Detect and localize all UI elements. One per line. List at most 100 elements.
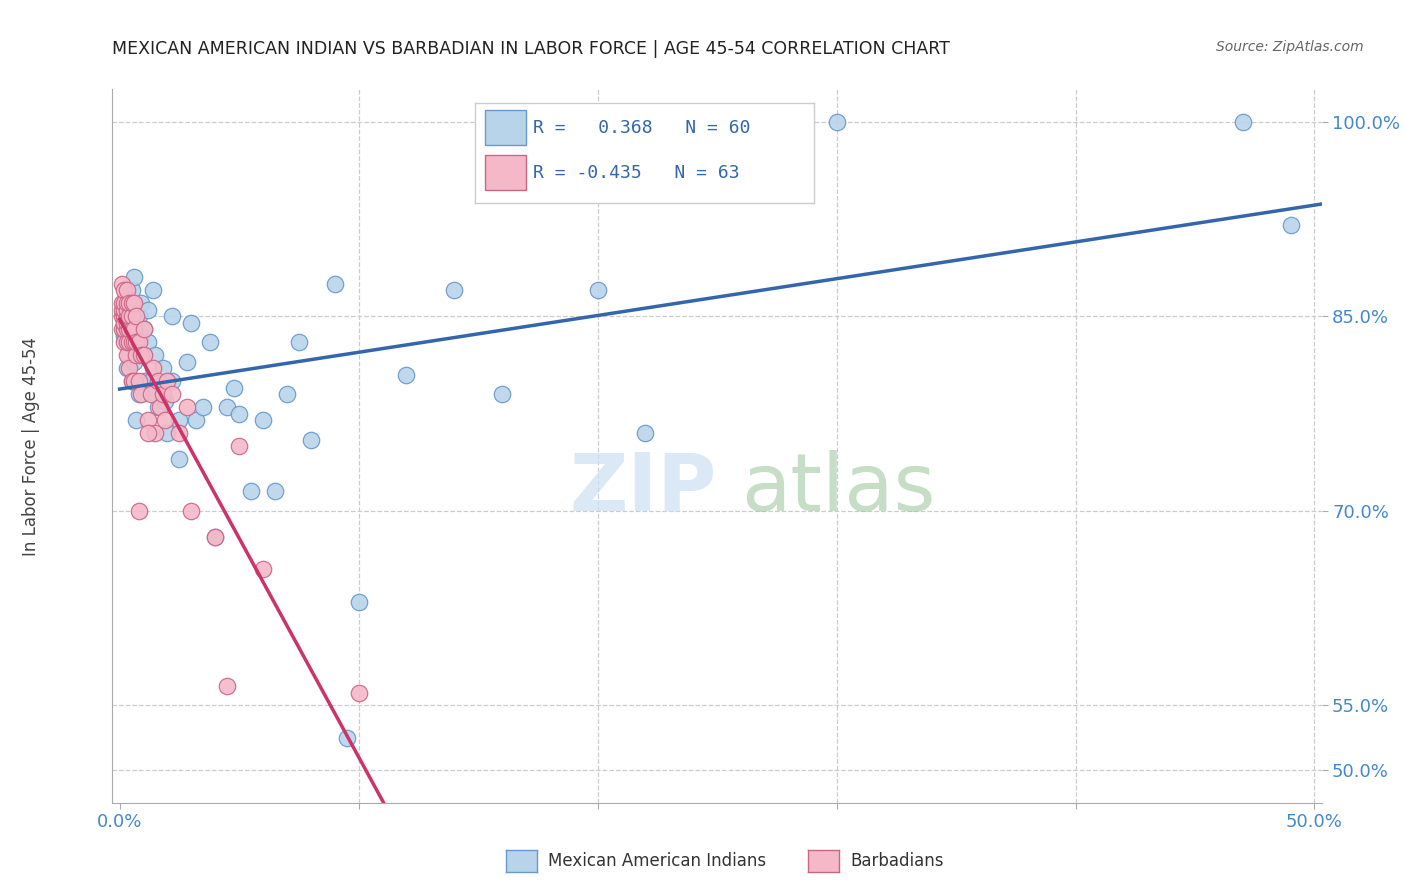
Point xyxy=(224,381,246,395)
Point xyxy=(112,322,135,336)
Point xyxy=(336,731,359,745)
Point xyxy=(125,348,148,362)
Point xyxy=(193,400,215,414)
Point xyxy=(112,310,135,324)
Point xyxy=(118,348,141,362)
Point xyxy=(115,322,138,336)
Text: MEXICAN AMERICAN INDIAN VS BARBADIAN IN LABOR FORCE | AGE 45-54 CORRELATION CHAR: MEXICAN AMERICAN INDIAN VS BARBADIAN IN … xyxy=(112,40,950,58)
Point xyxy=(299,433,322,447)
Point xyxy=(1232,114,1254,128)
Point xyxy=(156,374,179,388)
Point xyxy=(136,302,159,317)
Point xyxy=(121,322,143,336)
Point xyxy=(129,387,152,401)
Point xyxy=(139,374,162,388)
Point xyxy=(125,310,148,324)
Point xyxy=(1279,219,1302,233)
Point xyxy=(115,335,138,350)
Point xyxy=(146,374,169,388)
Point xyxy=(128,374,150,388)
Point xyxy=(122,354,145,368)
Point xyxy=(115,310,138,324)
Point xyxy=(145,348,167,362)
Point xyxy=(176,400,198,414)
Point xyxy=(115,302,138,317)
Point xyxy=(176,354,198,368)
Point xyxy=(146,400,169,414)
Point xyxy=(152,361,174,376)
Point xyxy=(121,322,143,336)
Point xyxy=(145,425,167,440)
Point xyxy=(125,335,148,350)
Point xyxy=(217,679,239,693)
Point xyxy=(153,413,176,427)
Point xyxy=(129,296,152,310)
Point xyxy=(264,484,287,499)
Point xyxy=(136,425,159,440)
Point xyxy=(634,425,657,440)
Point xyxy=(125,322,148,336)
Point xyxy=(184,413,207,427)
Point xyxy=(128,387,150,401)
Text: ZIP: ZIP xyxy=(569,450,717,528)
Point xyxy=(129,348,152,362)
Point xyxy=(139,387,162,401)
Point xyxy=(169,452,191,467)
Point xyxy=(111,296,134,310)
Point xyxy=(153,393,176,408)
Point xyxy=(115,283,138,297)
Point xyxy=(136,335,159,350)
Point xyxy=(276,387,298,401)
Point xyxy=(228,439,250,453)
Point xyxy=(118,335,141,350)
Point xyxy=(252,413,274,427)
Point xyxy=(118,322,141,336)
Point xyxy=(118,296,141,310)
Point xyxy=(112,296,135,310)
Point xyxy=(121,310,143,324)
Text: In Labor Force | Age 45-54: In Labor Force | Age 45-54 xyxy=(22,336,39,556)
Point xyxy=(169,413,191,427)
Text: Barbadians: Barbadians xyxy=(851,852,945,871)
Point xyxy=(122,270,145,285)
Point xyxy=(145,387,167,401)
Point xyxy=(730,167,752,181)
Point xyxy=(115,361,138,376)
Point xyxy=(121,374,143,388)
Point xyxy=(180,316,202,330)
Point xyxy=(825,114,848,128)
Point xyxy=(111,310,134,324)
Point xyxy=(132,374,155,388)
Point xyxy=(132,322,155,336)
Point xyxy=(112,335,135,350)
Point xyxy=(122,322,145,336)
Point xyxy=(217,400,239,414)
Text: Mexican American Indians: Mexican American Indians xyxy=(548,852,766,871)
Point xyxy=(142,361,165,376)
Point xyxy=(347,595,370,609)
Point xyxy=(115,296,138,310)
Point xyxy=(122,374,145,388)
Point xyxy=(122,296,145,310)
Point xyxy=(115,348,138,362)
Point xyxy=(125,413,148,427)
Point xyxy=(112,302,135,317)
Point xyxy=(443,283,465,297)
Point xyxy=(129,328,152,343)
Point xyxy=(118,361,141,376)
Point xyxy=(136,413,159,427)
Point xyxy=(128,504,150,518)
Point xyxy=(204,530,226,544)
Point xyxy=(491,387,513,401)
Point xyxy=(395,368,418,382)
Text: atlas: atlas xyxy=(741,450,935,528)
Point xyxy=(288,335,311,350)
Point xyxy=(115,316,138,330)
Point xyxy=(152,387,174,401)
Point xyxy=(118,296,141,310)
Point xyxy=(111,277,134,291)
Point xyxy=(115,302,138,317)
Point xyxy=(132,322,155,336)
Point xyxy=(156,425,179,440)
Point xyxy=(132,348,155,362)
